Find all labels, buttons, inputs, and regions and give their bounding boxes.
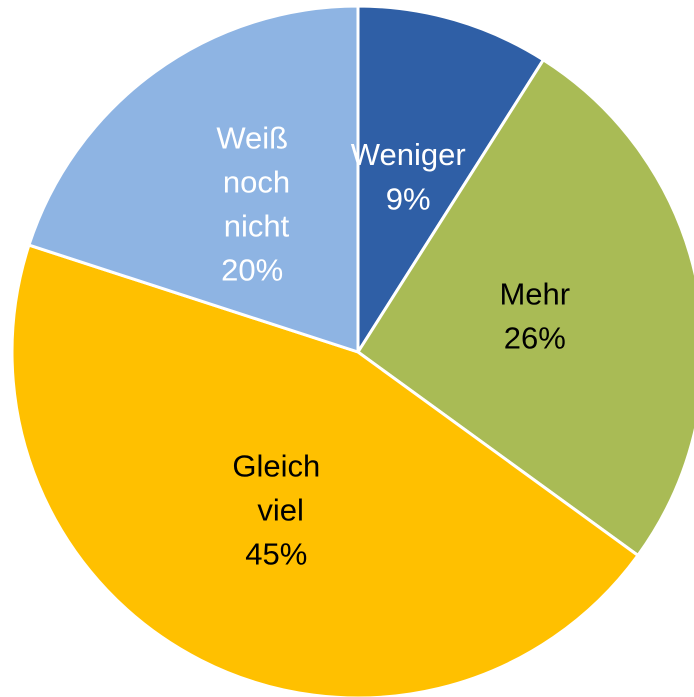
value-label: 45%: [245, 537, 307, 572]
label-line: viel: [249, 493, 304, 528]
slice-label: Gleich viel: [232, 449, 320, 528]
value-label: 9%: [386, 181, 431, 216]
value-label: 26%: [504, 320, 566, 355]
slice-label: Mehr: [499, 276, 570, 311]
label-line: noch: [214, 165, 290, 200]
label-line: Mehr: [499, 276, 570, 311]
label-line: Weniger: [351, 137, 466, 172]
label-line: nicht: [215, 209, 289, 244]
label-line: Weiß: [216, 121, 288, 156]
pie-slice: [10, 243, 640, 697]
pie-slice: [356, 4, 545, 354]
pie-slice: [356, 58, 694, 557]
slice-label: Weiß noch nicht: [214, 121, 290, 244]
value-label: 20%: [221, 253, 283, 288]
pie-slice: [27, 4, 360, 354]
label-line: Gleich: [232, 449, 320, 484]
slice-label: Weniger: [351, 137, 466, 172]
